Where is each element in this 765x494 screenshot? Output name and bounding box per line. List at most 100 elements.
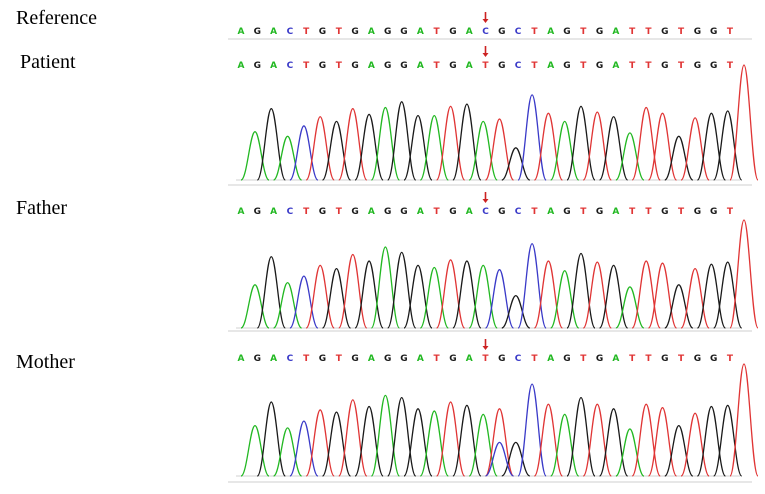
- base-letter: G: [596, 27, 603, 37]
- base-letter: T: [645, 207, 652, 217]
- base-letter: A: [547, 61, 554, 71]
- base-letter: G: [710, 354, 717, 364]
- trace-peak: [696, 112, 727, 181]
- base-letter: G: [351, 27, 358, 37]
- trace-peak: [517, 243, 547, 329]
- trace-peak: [387, 396, 417, 477]
- base-letter: G: [384, 27, 391, 37]
- trace-peak: [468, 120, 498, 181]
- trace-peak: [419, 114, 449, 181]
- trace-peak: [435, 105, 466, 181]
- label-patient: Patient: [20, 51, 76, 73]
- base-letter: G: [449, 61, 456, 71]
- base-letter: C: [287, 354, 294, 364]
- trace-peak: [631, 260, 661, 329]
- base-letter: A: [547, 27, 554, 37]
- trace-peak: [338, 253, 368, 329]
- base-letter: T: [580, 354, 587, 364]
- trace-peak: [550, 270, 580, 329]
- base-letter: G: [400, 354, 407, 364]
- trace-peak: [240, 424, 270, 477]
- base-letter: T: [482, 61, 489, 71]
- trace-secondary-peak: [485, 441, 514, 477]
- base-letter: G: [254, 354, 261, 364]
- base-letter: G: [694, 354, 701, 364]
- trace-peak: [256, 108, 286, 181]
- base-letter: A: [417, 27, 424, 37]
- trace-peak: [501, 441, 531, 477]
- base-letter: G: [694, 207, 701, 217]
- trace-peak: [468, 264, 498, 329]
- trace-peak: [240, 284, 270, 329]
- base-letter: A: [466, 27, 473, 37]
- base-letter: T: [727, 27, 734, 37]
- trace-peak: [680, 117, 710, 181]
- trace-peak: [713, 404, 743, 477]
- base-letter: A: [270, 61, 277, 71]
- base-letter: A: [238, 61, 245, 71]
- trace-peak: [370, 246, 401, 329]
- trace-peak: [696, 405, 727, 477]
- trace-peak: [403, 408, 433, 477]
- base-letter: A: [417, 61, 424, 71]
- trace-peak: [256, 256, 286, 329]
- base-letter: G: [661, 61, 668, 71]
- base-letter: T: [678, 207, 685, 217]
- trace-peak: [582, 111, 612, 181]
- trace-peak: [435, 259, 466, 329]
- trace-peak: [272, 281, 303, 329]
- trace-peak: [452, 260, 482, 329]
- base-letter: G: [400, 27, 407, 37]
- trace-peak: [582, 261, 612, 329]
- base-letter: G: [400, 61, 407, 71]
- base-letter: T: [434, 27, 441, 37]
- trace-peak: [615, 428, 645, 477]
- base-letter: A: [270, 354, 277, 364]
- base-letter: T: [629, 27, 636, 37]
- base-letter: A: [368, 207, 375, 217]
- trace-peak: [664, 135, 694, 181]
- trace-peak: [403, 114, 433, 181]
- base-letter: A: [417, 207, 424, 217]
- base-letter: G: [563, 354, 570, 364]
- trace-peak: [533, 260, 564, 329]
- trace-peak: [729, 363, 759, 477]
- trace-peak: [566, 252, 596, 329]
- trace-peak: [517, 94, 547, 181]
- base-letter: G: [254, 207, 261, 217]
- trace-peak: [387, 101, 417, 181]
- trace-peak: [696, 263, 727, 329]
- base-letter: T: [531, 207, 538, 217]
- base-letter: T: [580, 207, 587, 217]
- label-reference: Reference: [16, 7, 98, 29]
- base-letter: T: [645, 27, 652, 37]
- base-letter: G: [694, 27, 701, 37]
- base-letter: T: [434, 61, 441, 71]
- base-letter: T: [629, 207, 636, 217]
- trace-peak: [354, 405, 384, 477]
- base-letter: A: [270, 207, 277, 217]
- trace-peak: [321, 267, 352, 329]
- base-letter: G: [384, 61, 391, 71]
- trace-peak: [647, 407, 678, 477]
- trace-peak: [387, 251, 417, 329]
- base-letter: T: [678, 354, 685, 364]
- base-letter: A: [238, 354, 245, 364]
- base-letter: G: [661, 207, 668, 217]
- base-letter: G: [710, 27, 717, 37]
- base-letter: T: [580, 27, 587, 37]
- base-letter: G: [384, 207, 391, 217]
- trace-peak: [647, 262, 678, 329]
- base-letter: A: [238, 27, 245, 37]
- base-letter: G: [596, 61, 603, 71]
- base-letter: G: [710, 207, 717, 217]
- trace-peak: [338, 399, 368, 477]
- base-letter: G: [319, 27, 326, 37]
- base-letter: G: [319, 207, 326, 217]
- variant-marker-arrow-icon: [482, 53, 489, 57]
- trace-peak: [713, 110, 743, 181]
- base-letter: T: [531, 27, 538, 37]
- trace-peak: [566, 396, 596, 477]
